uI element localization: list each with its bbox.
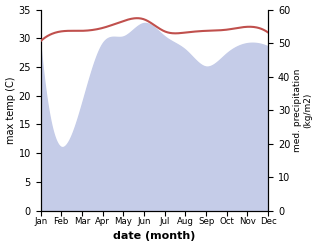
- Y-axis label: max temp (C): max temp (C): [5, 76, 16, 144]
- Y-axis label: med. precipitation
(kg/m2): med. precipitation (kg/m2): [293, 68, 313, 152]
- X-axis label: date (month): date (month): [113, 231, 196, 242]
